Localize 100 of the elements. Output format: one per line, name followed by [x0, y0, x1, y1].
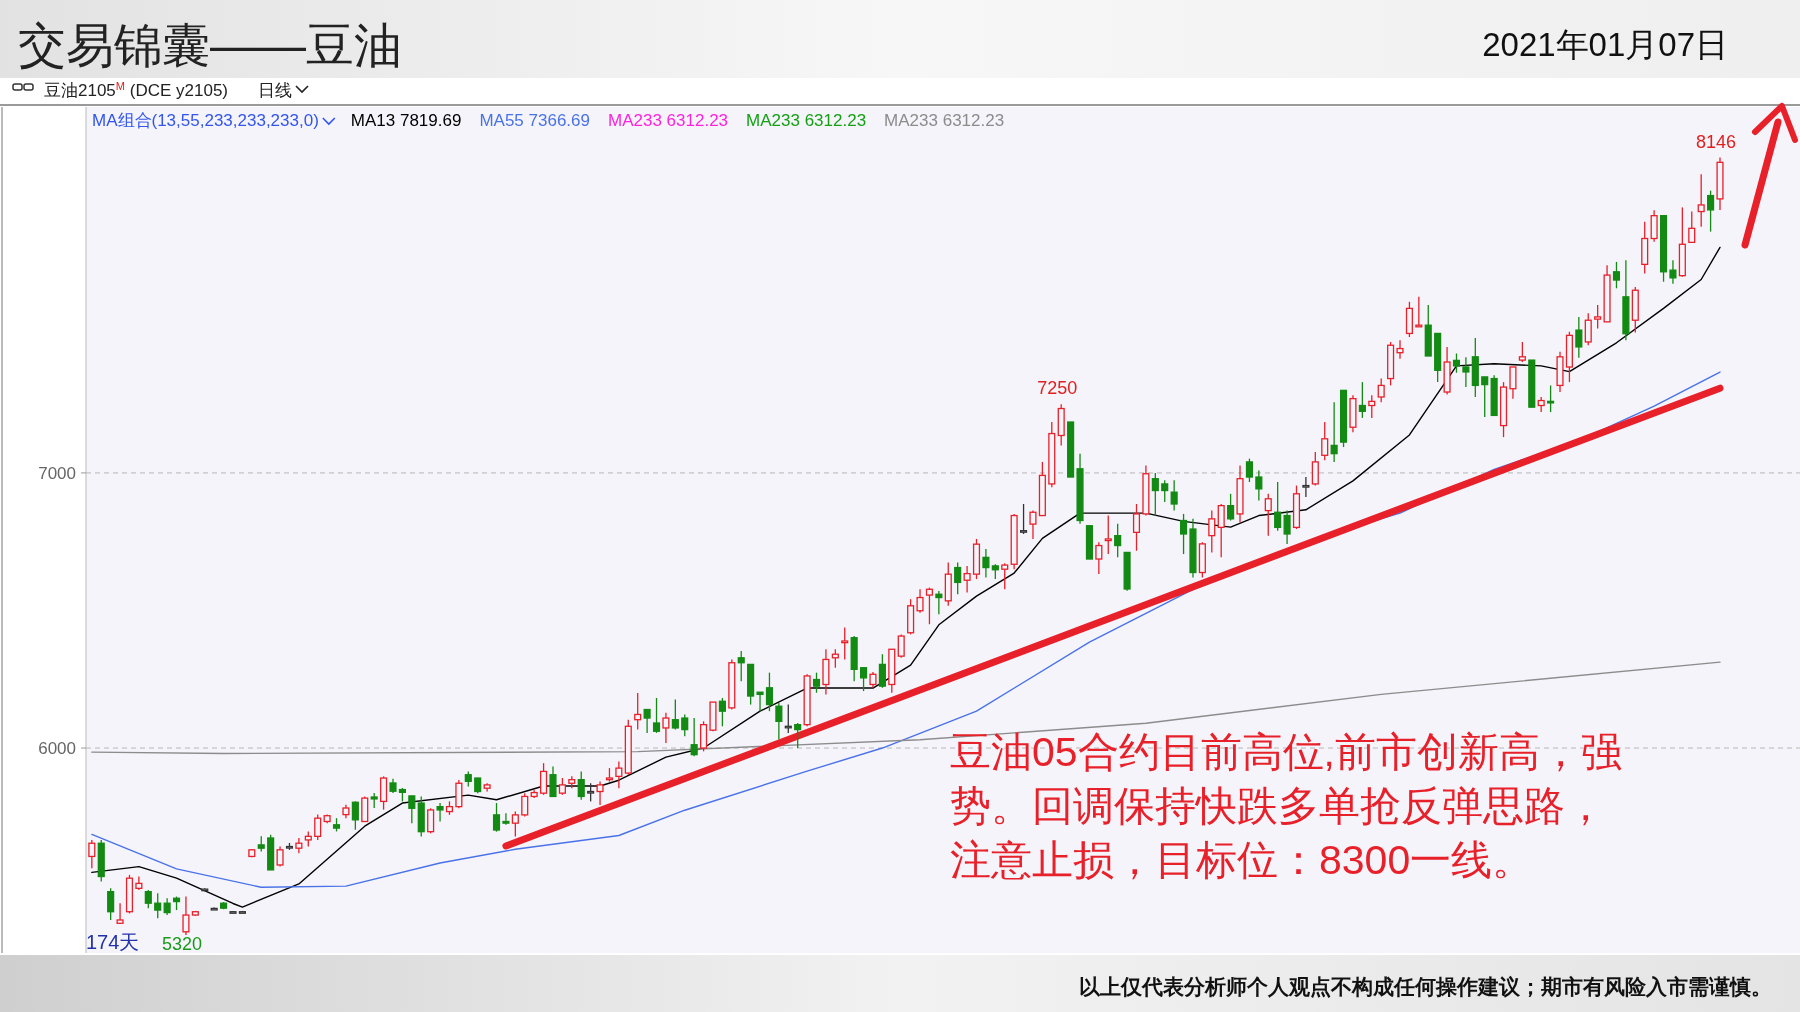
candlestick: [1264, 493, 1272, 537]
candlestick: [577, 770, 585, 801]
candlestick: [860, 667, 868, 692]
candlestick: [1452, 352, 1461, 374]
candlestick: [634, 692, 642, 731]
text: MA13 7819.69: [350, 111, 462, 130]
candlestick: [276, 845, 284, 868]
text: MA55 7366.69: [479, 111, 590, 130]
candlestick: [671, 698, 679, 731]
y-tick-label: 7000: [38, 463, 76, 483]
candlestick: [662, 712, 670, 744]
candlestick: [681, 713, 689, 737]
annotation: 8146: [1695, 131, 1737, 152]
candlestick: [587, 782, 595, 803]
candlestick: [502, 812, 510, 826]
candlestick: [1274, 481, 1282, 532]
candlestick: [1245, 457, 1254, 483]
candlestick: [935, 590, 943, 615]
candlestick: [511, 810, 519, 838]
candlestick: [455, 779, 463, 809]
candlestick: [1594, 304, 1602, 330]
candlestick: [154, 892, 162, 919]
candlestick: [1208, 509, 1216, 554]
candlestick: [1019, 503, 1028, 535]
candlestick: [812, 672, 821, 694]
candlestick: [540, 762, 548, 796]
candlestick: [897, 633, 905, 659]
chart-title: 交易锦囊——豆油: [18, 19, 402, 72]
candlestick: [1029, 509, 1037, 540]
candlestick: [1114, 523, 1122, 559]
candlestick: [1302, 476, 1310, 498]
text: MA233 6312.23: [884, 111, 1005, 130]
annotation: 7250: [1037, 378, 1078, 399]
candlestick: [1311, 451, 1319, 487]
candlestick: [794, 722, 802, 749]
candlestick: [718, 697, 726, 727]
candlestick: [756, 691, 764, 712]
candlestick: [314, 813, 322, 841]
candlestick: [295, 837, 303, 854]
candlestick: [351, 800, 359, 831]
candlestick: [549, 765, 557, 798]
candlestick: [1612, 261, 1621, 289]
candlestick: [107, 887, 115, 921]
candlestick: [1669, 259, 1677, 285]
candlestick: [1095, 541, 1103, 575]
candlestick: [1688, 210, 1696, 244]
candlestick: [1179, 513, 1188, 555]
text: 豆油2105$^{M}$ (DCE y2105): [44, 80, 229, 100]
candlestick: [1170, 479, 1178, 512]
candlestick: [916, 588, 924, 614]
candlestick: [1396, 339, 1404, 360]
candlestick: [963, 565, 971, 594]
candlestick: [1697, 173, 1705, 228]
candlestick: [1368, 394, 1376, 419]
candlestick: [1132, 503, 1141, 552]
candlestick: [1377, 377, 1385, 403]
candlestick: [492, 802, 501, 833]
candlestick: [1161, 479, 1169, 503]
candlestick: [596, 780, 604, 806]
candlestick: [1321, 421, 1329, 461]
candlestick: [878, 653, 886, 689]
candlestick: [1283, 509, 1291, 545]
candlestick: [182, 895, 190, 936]
candlestick: [521, 792, 529, 818]
candlestick: [775, 702, 783, 741]
candlestick: [737, 650, 745, 682]
candlestick: [643, 708, 651, 734]
annotation: MA组合(13,55,233,233,233,0): [92, 111, 319, 130]
y-tick-label: 6000: [38, 739, 76, 759]
annotation: 174天: [86, 931, 140, 953]
candlestick: [1707, 189, 1715, 233]
candlestick: [925, 586, 934, 625]
candlestick: [1462, 356, 1470, 388]
text: 日线: [258, 81, 292, 100]
candlestick: [652, 697, 661, 734]
annotation: 5320: [161, 934, 202, 954]
chart-subtitle: 2021年01月07日: [1482, 26, 1728, 63]
candlestick: [982, 548, 990, 579]
candlestick: [427, 807, 435, 834]
candlestick: [690, 717, 698, 757]
candlestick: [1151, 472, 1159, 517]
candlestick: [1518, 341, 1526, 363]
candlestick: [1650, 209, 1658, 243]
candlestick: [1104, 514, 1112, 555]
candlestick: [1227, 493, 1235, 522]
candlestick: [1584, 312, 1592, 346]
annotation: MA233 6312.23: [746, 111, 867, 130]
text: 以上仅代表分析师个人观点不构成任何操作建议；期市有风险入市需谨慎。: [1079, 975, 1772, 999]
candlestick: [1547, 384, 1555, 413]
candlestick: [1255, 469, 1263, 502]
candlestick: [765, 672, 774, 712]
candlestick: [1217, 503, 1225, 559]
candlestick: [1575, 316, 1583, 359]
annotation: 豆油05合约目前高位,前市创新高，强势。回调保持快跌多单抢反弹思路，注意止损，目标位：8300一线。: [950, 729, 1622, 883]
candlestick: [954, 561, 962, 595]
candlestick: [1509, 366, 1517, 400]
candlestick: [361, 795, 369, 823]
candlestick: [1481, 376, 1489, 418]
candlestick: [841, 626, 849, 661]
candlestick: [1330, 401, 1338, 463]
